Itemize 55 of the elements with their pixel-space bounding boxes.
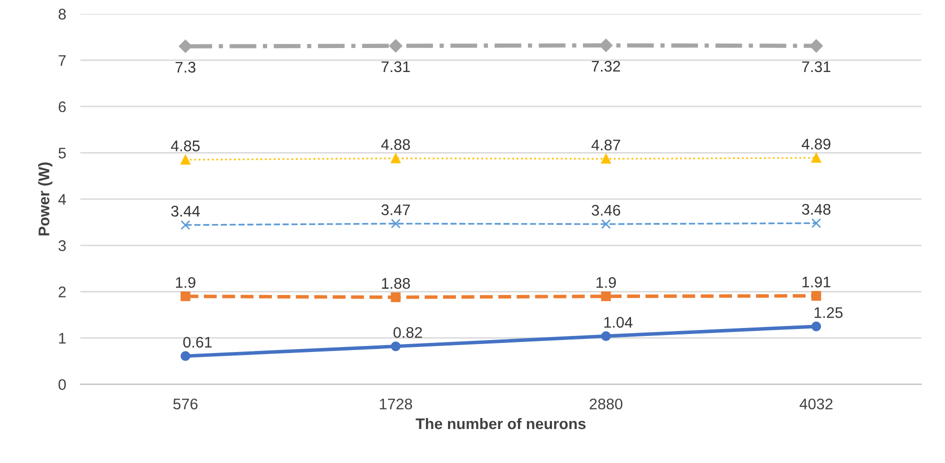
data-label: 1.88 [382, 278, 410, 289]
y-tick-label: 5 [58, 148, 66, 158]
data-label: 7.31 [382, 61, 410, 72]
data-label: 1.25 [814, 307, 843, 318]
point [811, 322, 822, 332]
point [180, 220, 190, 230]
y-tick-label: 7 [58, 55, 66, 66]
point [601, 154, 611, 164]
x-tick-label: 1728 [380, 398, 412, 410]
y-tick-label: 8 [58, 8, 66, 20]
data-label: 7.3 [176, 62, 196, 73]
data-label: 1.04 [604, 316, 632, 328]
y-axis-title: Power (W) [38, 162, 52, 236]
data-label: 0.82 [394, 327, 422, 338]
data-label: 4.87 [591, 140, 620, 150]
y-tick-label: 4 [58, 194, 66, 205]
data-label: 3.44 [171, 206, 200, 217]
point [811, 218, 822, 228]
y-tick-label: 3 [58, 240, 66, 252]
data-label: 7.31 [802, 61, 830, 72]
data-label: 4.85 [170, 140, 200, 152]
point [180, 291, 190, 302]
point [180, 154, 190, 165]
data-label: 1.91 [802, 276, 830, 288]
point [390, 218, 401, 228]
point [811, 153, 822, 163]
data-label: 0.61 [183, 336, 212, 348]
point [599, 38, 613, 52]
x-tick-label: 576 [173, 398, 198, 410]
y-tick-label: 0 [58, 379, 66, 390]
point [390, 341, 401, 352]
y-tick-label: 6 [58, 101, 66, 112]
data-label: 4.89 [802, 138, 830, 150]
data-label: 3.46 [592, 204, 620, 216]
point [810, 39, 823, 52]
point [389, 39, 402, 52]
point [601, 219, 611, 229]
point [180, 351, 190, 361]
point [390, 292, 401, 302]
data-label: 4.88 [381, 139, 410, 150]
x-tick-label: 2880 [590, 398, 622, 410]
data-label: 3.47 [381, 204, 410, 216]
y-tick-label: 1 [59, 333, 66, 344]
point [178, 40, 192, 53]
y-tick-label: 2 [58, 286, 66, 298]
data-label: 1.9 [596, 277, 616, 288]
data-label: 7.32 [592, 60, 620, 72]
x-tick-label: 4032 [800, 398, 832, 410]
point [390, 153, 401, 164]
data-label: 1.9 [176, 277, 196, 288]
point [601, 291, 611, 302]
point [811, 290, 822, 301]
data-label: 3.48 [802, 204, 830, 215]
x-axis-title: The number of neurons [416, 418, 586, 430]
point [601, 331, 611, 341]
